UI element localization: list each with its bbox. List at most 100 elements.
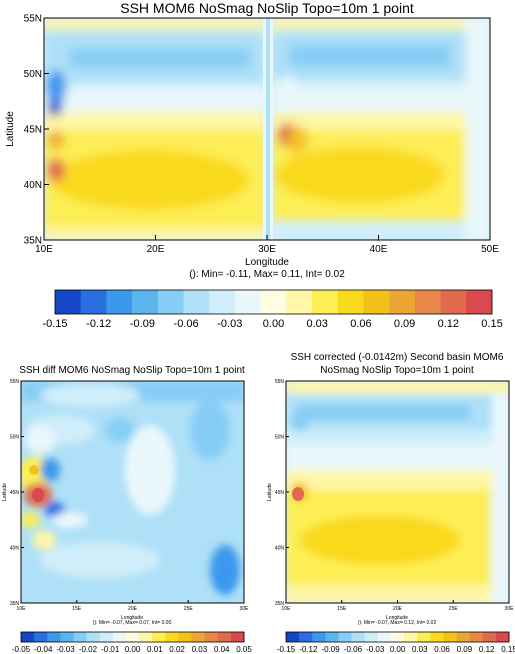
top-xlabel: Longitude bbox=[245, 257, 289, 268]
colorbar-swatch bbox=[312, 632, 326, 642]
colorbar-swatch bbox=[325, 632, 339, 642]
br-axes: 10E 15E 20E 25E 30E 35N 40N 45N 50N 55N bbox=[275, 379, 514, 612]
colorbar-swatch bbox=[337, 290, 364, 314]
colorbar-tick-label: -0.01 bbox=[101, 645, 120, 654]
colorbar-swatch bbox=[132, 290, 159, 314]
br-colorbar: -0.15 -0.12 -0.09 -0.06 -0.03 0.00 0.03 0.06 0.0… bbox=[277, 631, 515, 654]
x-tick-label: 10E bbox=[35, 244, 53, 255]
colorbar-swatch bbox=[55, 290, 82, 314]
y-tick-label: 50N bbox=[275, 434, 285, 440]
br-title-line1: SSH corrected (-0.0142m) Second basin MO… bbox=[291, 352, 504, 363]
x-tick-label: 15E bbox=[337, 606, 347, 612]
y-tick-label: 45N bbox=[24, 125, 42, 136]
colorbar-swatch bbox=[217, 632, 232, 642]
top-axes: 10E 20E 30E 40E 50E 35N 40N 45N 50N 55N bbox=[24, 14, 500, 256]
colorbar-swatch bbox=[60, 632, 74, 642]
colorbar-swatch bbox=[404, 632, 418, 642]
colorbar-tick-label: 0.06 bbox=[434, 645, 450, 654]
colorbar-swatch bbox=[389, 290, 416, 314]
colorbar-swatch bbox=[469, 632, 484, 642]
x-tick-label: 30E bbox=[505, 606, 515, 612]
x-tick-label: 20E bbox=[147, 244, 165, 255]
colorbar-tick-label: 0.01 bbox=[147, 645, 163, 654]
top-title: SSH MOM6 NoSmag NoSlip Topo=10m 1 point bbox=[120, 0, 414, 16]
colorbar-swatch bbox=[152, 632, 166, 642]
colorbar-frame bbox=[54, 289, 493, 315]
y-tick-label: 35N bbox=[10, 601, 20, 607]
colorbar-swatch bbox=[178, 632, 192, 642]
colorbar-tick-label: 0.04 bbox=[214, 645, 230, 654]
bl-colorbar: -0.05 -0.04 -0.03 -0.02 -0.01 0.00 0.01 0.02 0.0… bbox=[12, 631, 252, 654]
colorbar-swatch bbox=[183, 290, 210, 314]
colorbar-swatch bbox=[47, 632, 61, 642]
x-tick-label: 10E bbox=[17, 606, 27, 612]
colorbar-tick-label: 0.15 bbox=[501, 645, 515, 654]
colorbar-tick-label: 0.02 bbox=[169, 645, 185, 654]
x-tick-label: 15E bbox=[72, 606, 82, 612]
colorbar-tick-label: -0.09 bbox=[130, 318, 155, 330]
x-tick-label: 25E bbox=[184, 606, 194, 612]
colorbar-tick-label: -0.05 bbox=[12, 645, 31, 654]
colorbar-swatch bbox=[312, 290, 339, 314]
y-tick-label: 45N bbox=[10, 490, 20, 496]
colorbar-swatch bbox=[21, 632, 35, 642]
bl-field bbox=[21, 381, 244, 603]
y-tick-label: 35N bbox=[24, 236, 42, 247]
br-ylabel: Latitude bbox=[267, 483, 273, 501]
y-tick-label: 55N bbox=[275, 379, 285, 385]
colorbar-swatch bbox=[417, 632, 431, 642]
colorbar-tick-label: 0.03 bbox=[306, 318, 327, 330]
colorbar-swatch bbox=[125, 632, 140, 642]
y-tick-label: 55N bbox=[10, 379, 20, 385]
top-ylabel: Latitude bbox=[5, 111, 16, 147]
colorbar-swatch bbox=[34, 632, 48, 642]
y-tick-label: 50N bbox=[10, 434, 20, 440]
bl-xlabel: Longitude bbox=[121, 615, 143, 621]
colorbar-tick-label: -0.09 bbox=[321, 645, 340, 654]
colorbar-tick-label: -0.03 bbox=[366, 645, 385, 654]
x-tick-label: 50E bbox=[481, 244, 499, 255]
colorbar-tick-label: 0.05 bbox=[236, 645, 252, 654]
colorbar-tick-label: 0.03 bbox=[192, 645, 208, 654]
colorbar-swatch bbox=[106, 290, 133, 314]
x-tick-label: 40E bbox=[370, 244, 388, 255]
colorbar-swatch bbox=[139, 632, 153, 642]
x-tick-label: 25E bbox=[449, 606, 459, 612]
colorbar-tick-label: 0.15 bbox=[481, 318, 502, 330]
colorbar-swatch bbox=[364, 632, 379, 642]
colorbar-tick-label: -0.04 bbox=[34, 645, 53, 654]
br-title-line2: NoSmag NoSlip Topo=10m 1 point bbox=[320, 365, 474, 376]
colorbar-tick-label: 0.09 bbox=[394, 318, 415, 330]
x-tick-label: 30E bbox=[258, 244, 276, 255]
colorbar-swatch bbox=[351, 632, 366, 642]
colorbar-swatch bbox=[482, 632, 497, 642]
x-tick-label: 20E bbox=[393, 606, 403, 612]
colorbar-tick-label: 0.00 bbox=[263, 318, 284, 330]
colorbar-tick-label: 0.00 bbox=[390, 645, 406, 654]
colorbar-swatch bbox=[112, 632, 127, 642]
colorbar-tick-label: -0.03 bbox=[217, 318, 242, 330]
br-field bbox=[286, 381, 509, 603]
y-tick-label: 45N bbox=[275, 490, 285, 496]
colorbar-swatch bbox=[234, 290, 261, 314]
colorbar-swatch bbox=[299, 632, 313, 642]
bl-title: SSH diff MOM6 NoSmag NoSlip Topo=10m 1 p… bbox=[19, 365, 245, 376]
y-tick-label: 55N bbox=[24, 14, 42, 25]
colorbar-swatch bbox=[430, 632, 444, 642]
colorbar-tick-label: 0.06 bbox=[350, 318, 371, 330]
colorbar-swatch bbox=[414, 290, 441, 314]
bl-ylabel: Latitude bbox=[2, 483, 8, 501]
bl-axes: 10E 15E 20E 25E 30E 35N 40N 45N 50N 55N bbox=[10, 379, 249, 612]
colorbar-tick-label: 0.09 bbox=[457, 645, 473, 654]
colorbar-swatch bbox=[443, 632, 457, 642]
colorbar-swatch bbox=[377, 632, 392, 642]
y-tick-label: 40N bbox=[275, 545, 285, 551]
x-tick-label: 20E bbox=[128, 606, 138, 612]
colorbar-swatch bbox=[165, 632, 179, 642]
colorbar-tick-label: -0.03 bbox=[56, 645, 75, 654]
colorbar-tick-label: 0.00 bbox=[125, 645, 141, 654]
colorbar-swatch bbox=[456, 632, 470, 642]
colorbar-tick-label: 0.12 bbox=[438, 318, 459, 330]
colorbar-swatch bbox=[191, 632, 205, 642]
